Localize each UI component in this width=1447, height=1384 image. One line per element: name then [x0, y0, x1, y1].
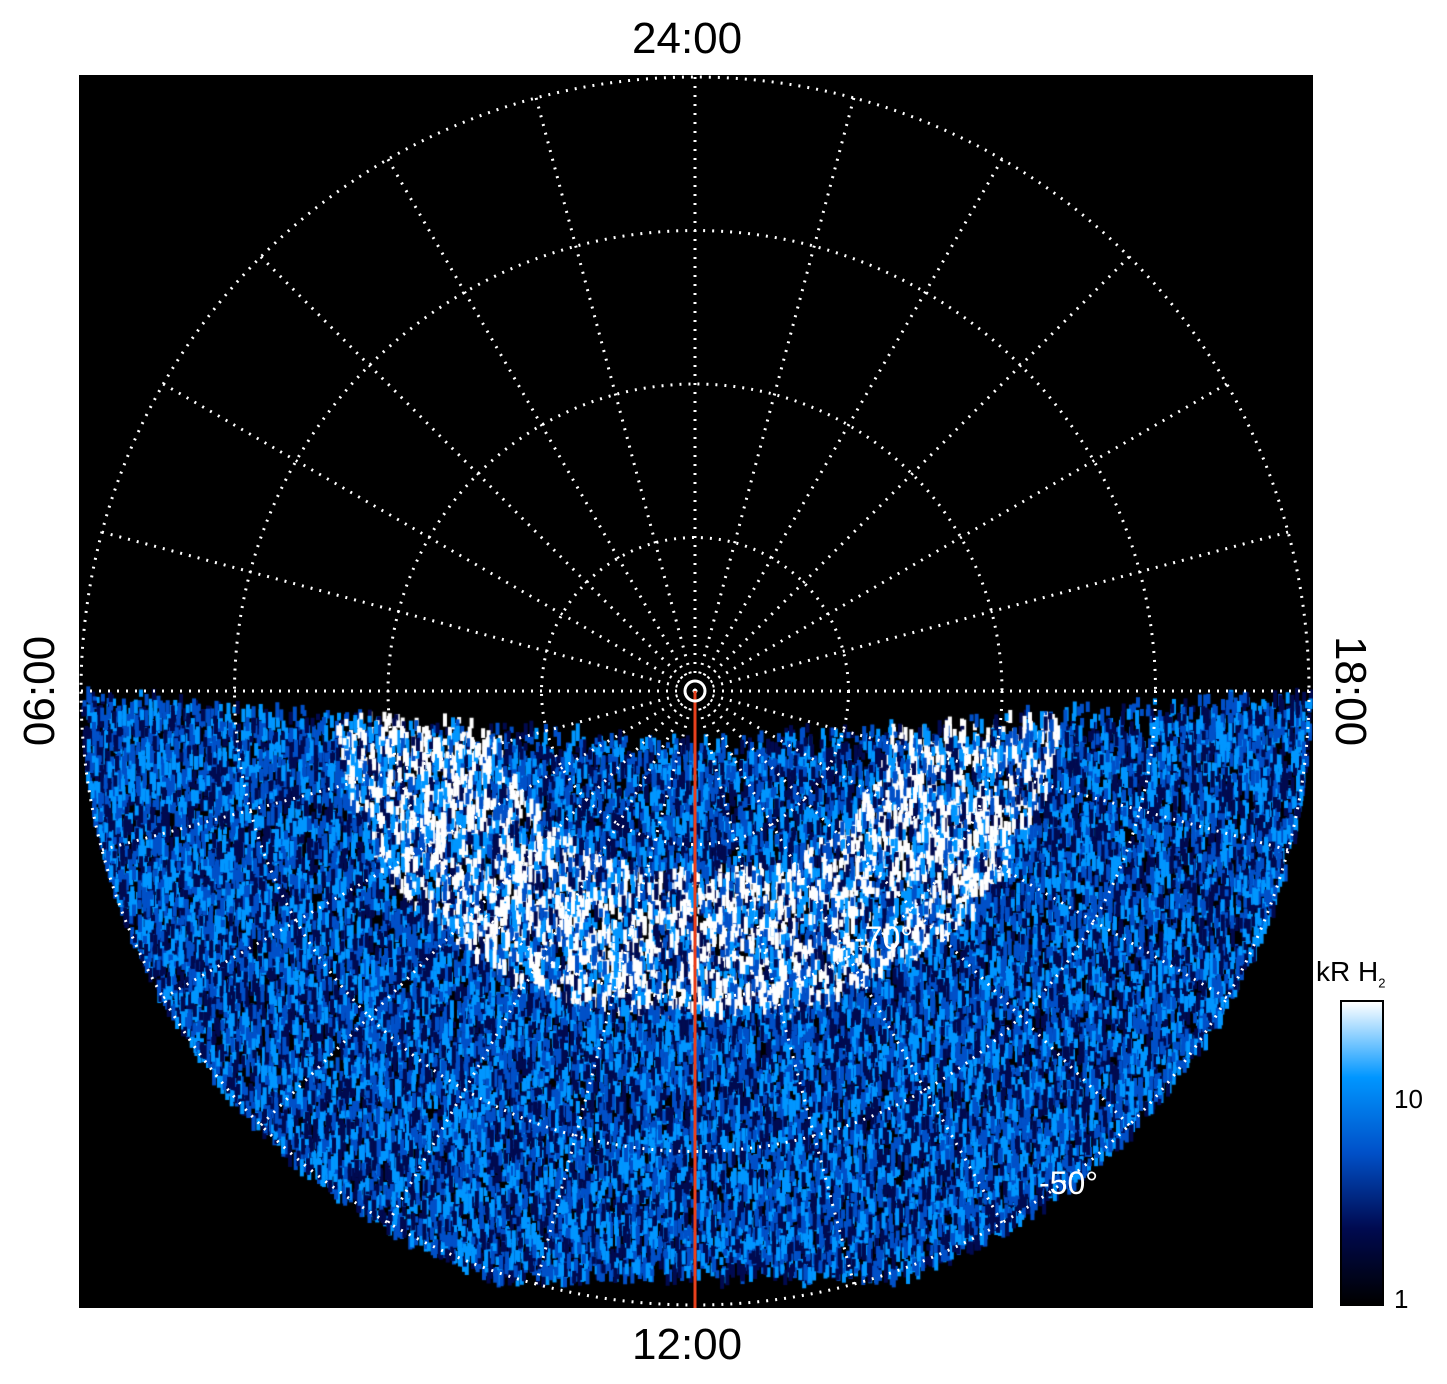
latitude-label-70: -70°	[854, 920, 914, 956]
latitude-label-50: -50°	[1039, 1165, 1099, 1201]
meridian-line	[259, 689, 697, 1127]
meridian-line	[694, 689, 1289, 852]
local-time-label-top: 24:00	[632, 14, 743, 63]
meridian-line	[386, 690, 697, 1224]
colorbar-title: kR H2	[1316, 956, 1386, 991]
meridian-line	[101, 530, 696, 693]
meridian-line	[162, 689, 696, 1000]
meridian-line	[693, 158, 1004, 692]
meridian-line	[693, 689, 1131, 1127]
meridian-line	[694, 689, 1228, 1000]
meridian-line	[259, 255, 697, 693]
meridian-line	[693, 690, 1004, 1224]
local-time-label-right: 18:00	[1326, 635, 1375, 747]
meridian-line	[386, 158, 697, 692]
meridian-line	[101, 689, 696, 852]
meridian-line	[534, 690, 697, 1285]
colorbar	[1340, 1000, 1384, 1306]
meridian-line	[694, 382, 1228, 693]
pole-marker	[683, 679, 707, 703]
meridian-line	[162, 382, 696, 693]
meridian-line	[534, 97, 697, 692]
meridian-line	[693, 97, 856, 692]
polar-grid	[79, 75, 1311, 1308]
local-time-label-left: 06:00	[15, 635, 64, 747]
meridian-line	[693, 690, 856, 1285]
polar-aurora-plot: -70° -50°	[79, 75, 1313, 1308]
colorbar-tick-1: 1	[1394, 1284, 1409, 1314]
local-time-label-bottom: 12:00	[632, 1320, 743, 1369]
meridian-line	[694, 530, 1289, 693]
meridian-line	[693, 255, 1131, 693]
colorbar-tick-10: 10	[1394, 1084, 1423, 1114]
